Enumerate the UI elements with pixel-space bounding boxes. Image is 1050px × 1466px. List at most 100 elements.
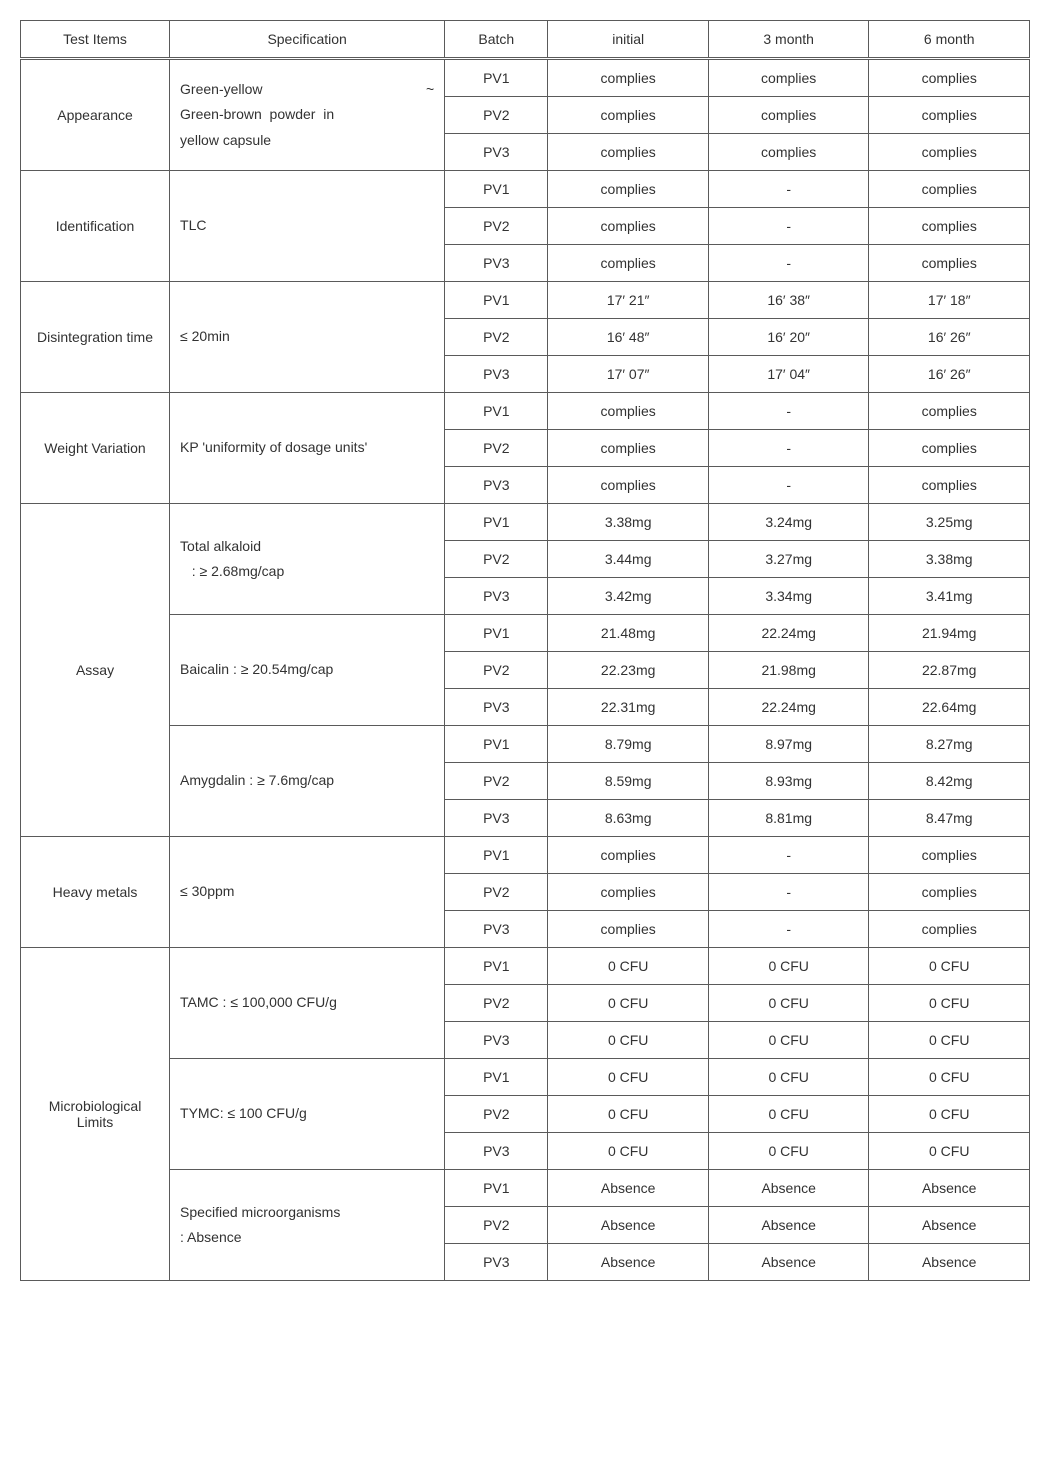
- specification-cell: Total alkaloid : ≥ 2.68mg/cap: [170, 504, 445, 615]
- value-initial: complies: [548, 467, 709, 504]
- value-3-month: 3.24mg: [708, 504, 869, 541]
- batch-cell: PV2: [445, 1096, 548, 1133]
- value-6-month: complies: [869, 874, 1030, 911]
- value-initial: complies: [548, 171, 709, 208]
- value-6-month: 3.38mg: [869, 541, 1030, 578]
- batch-cell: PV3: [445, 800, 548, 837]
- batch-cell: PV2: [445, 763, 548, 800]
- value-6-month: 16′ 26″: [869, 319, 1030, 356]
- test-item-name: Weight Variation: [21, 393, 170, 504]
- value-initial: 0 CFU: [548, 1096, 709, 1133]
- value-3-month: 0 CFU: [708, 1133, 869, 1170]
- value-3-month: Absence: [708, 1170, 869, 1207]
- value-initial: 22.31mg: [548, 689, 709, 726]
- value-6-month: 21.94mg: [869, 615, 1030, 652]
- specification-cell: Green-yellow~Green-brown powder inyellow…: [170, 59, 445, 171]
- batch-cell: PV1: [445, 282, 548, 319]
- value-3-month: -: [708, 430, 869, 467]
- specification-cell: TYMC: ≤ 100 CFU/g: [170, 1059, 445, 1170]
- table-row: Baicalin : ≥ 20.54mg/capPV121.48mg22.24m…: [21, 615, 1030, 652]
- table-row: AppearanceGreen-yellow~Green-brown powde…: [21, 59, 1030, 97]
- value-6-month: 8.42mg: [869, 763, 1030, 800]
- col-specification: Specification: [170, 21, 445, 59]
- value-3-month: -: [708, 874, 869, 911]
- table-row: IdentificationTLCPV1complies-complies: [21, 171, 1030, 208]
- specification-cell: Baicalin : ≥ 20.54mg/cap: [170, 615, 445, 726]
- batch-cell: PV3: [445, 1244, 548, 1281]
- batch-cell: PV1: [445, 59, 548, 97]
- table-body: AppearanceGreen-yellow~Green-brown powde…: [21, 59, 1030, 1281]
- batch-cell: PV3: [445, 245, 548, 282]
- value-initial: Absence: [548, 1244, 709, 1281]
- value-6-month: complies: [869, 467, 1030, 504]
- value-6-month: 0 CFU: [869, 948, 1030, 985]
- table-row: Heavy metals≤ 30ppmPV1complies-complies: [21, 837, 1030, 874]
- value-3-month: 16′ 20″: [708, 319, 869, 356]
- specification-cell: KP 'uniformity of dosage units': [170, 393, 445, 504]
- batch-cell: PV3: [445, 578, 548, 615]
- value-3-month: 3.34mg: [708, 578, 869, 615]
- value-initial: 0 CFU: [548, 1059, 709, 1096]
- test-item-name: Microbiological Limits: [21, 948, 170, 1281]
- value-initial: complies: [548, 911, 709, 948]
- value-initial: 8.79mg: [548, 726, 709, 763]
- value-3-month: complies: [708, 97, 869, 134]
- value-initial: 16′ 48″: [548, 319, 709, 356]
- value-6-month: 17′ 18″: [869, 282, 1030, 319]
- value-6-month: 3.41mg: [869, 578, 1030, 615]
- value-3-month: 16′ 38″: [708, 282, 869, 319]
- value-3-month: 3.27mg: [708, 541, 869, 578]
- table-row: Disintegration time≤ 20minPV117′ 21″16′ …: [21, 282, 1030, 319]
- batch-cell: PV3: [445, 467, 548, 504]
- batch-cell: PV2: [445, 97, 548, 134]
- value-3-month: 17′ 04″: [708, 356, 869, 393]
- value-3-month: -: [708, 393, 869, 430]
- value-6-month: complies: [869, 59, 1030, 97]
- specification-cell: TLC: [170, 171, 445, 282]
- batch-cell: PV3: [445, 356, 548, 393]
- batch-cell: PV3: [445, 911, 548, 948]
- value-6-month: 0 CFU: [869, 1133, 1030, 1170]
- value-3-month: -: [708, 911, 869, 948]
- value-initial: 3.44mg: [548, 541, 709, 578]
- value-3-month: -: [708, 208, 869, 245]
- specification-cell: ≤ 20min: [170, 282, 445, 393]
- value-3-month: -: [708, 245, 869, 282]
- batch-cell: PV3: [445, 1133, 548, 1170]
- value-3-month: -: [708, 837, 869, 874]
- batch-cell: PV2: [445, 874, 548, 911]
- value-initial: complies: [548, 245, 709, 282]
- value-6-month: 0 CFU: [869, 1022, 1030, 1059]
- batch-cell: PV1: [445, 837, 548, 874]
- batch-cell: PV2: [445, 985, 548, 1022]
- batch-cell: PV3: [445, 134, 548, 171]
- batch-cell: PV1: [445, 1170, 548, 1207]
- value-initial: 17′ 21″: [548, 282, 709, 319]
- value-initial: 8.59mg: [548, 763, 709, 800]
- table-row: AssayTotal alkaloid : ≥ 2.68mg/capPV13.3…: [21, 504, 1030, 541]
- test-item-name: Disintegration time: [21, 282, 170, 393]
- batch-cell: PV1: [445, 393, 548, 430]
- test-item-name: Assay: [21, 504, 170, 837]
- value-3-month: 22.24mg: [708, 615, 869, 652]
- col-test-items: Test Items: [21, 21, 170, 59]
- value-6-month: 8.27mg: [869, 726, 1030, 763]
- table-row: Microbiological LimitsTAMC : ≤ 100,000 C…: [21, 948, 1030, 985]
- value-6-month: 3.25mg: [869, 504, 1030, 541]
- batch-cell: PV1: [445, 1059, 548, 1096]
- value-initial: 0 CFU: [548, 948, 709, 985]
- batch-cell: PV1: [445, 615, 548, 652]
- value-initial: complies: [548, 837, 709, 874]
- value-6-month: Absence: [869, 1244, 1030, 1281]
- batch-cell: PV2: [445, 208, 548, 245]
- batch-cell: PV1: [445, 948, 548, 985]
- value-initial: 0 CFU: [548, 1133, 709, 1170]
- value-initial: complies: [548, 59, 709, 97]
- value-6-month: 8.47mg: [869, 800, 1030, 837]
- specification-cell: ≤ 30ppm: [170, 837, 445, 948]
- specification-cell: TAMC : ≤ 100,000 CFU/g: [170, 948, 445, 1059]
- value-3-month: 8.81mg: [708, 800, 869, 837]
- batch-cell: PV2: [445, 652, 548, 689]
- batch-cell: PV1: [445, 504, 548, 541]
- test-item-name: Identification: [21, 171, 170, 282]
